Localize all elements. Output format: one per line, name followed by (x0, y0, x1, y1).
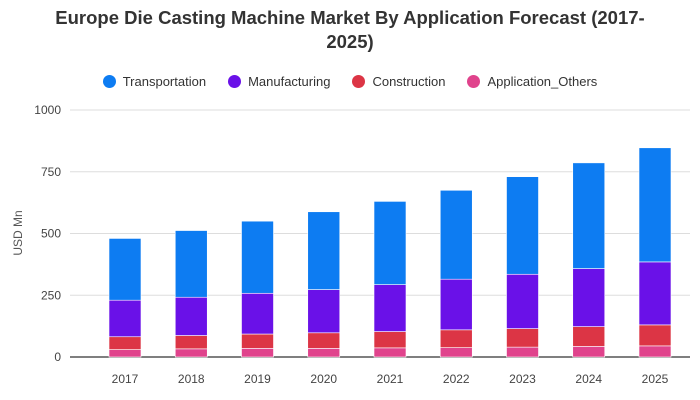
bar-2020-manufacturing[interactable] (307, 289, 341, 334)
legend-item-construction[interactable]: Construction (352, 74, 445, 89)
bar-2018-manufacturing[interactable] (174, 296, 208, 336)
bar-2025-application-others[interactable] (638, 345, 672, 358)
bar-2017-construction[interactable] (108, 336, 142, 350)
bar-2024-transportation[interactable] (572, 162, 606, 269)
bar-2017-manufacturing[interactable] (108, 299, 142, 338)
bar-2018-construction[interactable] (174, 335, 208, 350)
bar-2024-manufacturing[interactable] (572, 268, 606, 327)
bar-2017-application-others[interactable] (108, 349, 142, 358)
legend-swatch (467, 75, 481, 88)
legend-label: Manufacturing (248, 74, 331, 89)
bar-2024-application-others[interactable] (572, 346, 606, 358)
x-tick-label: 2023 (509, 372, 536, 386)
bar-2018-application-others[interactable] (174, 348, 208, 358)
x-tick-label: 2025 (642, 372, 669, 386)
y-tick-labels: 0 250 500 750 1000 (34, 103, 61, 364)
legend-label: Transportation (122, 74, 207, 89)
bar-2017-transportation[interactable] (108, 238, 142, 301)
x-tick-labels: 2017 2018 2019 2020 2021 2022 2023 2024 2025 (112, 372, 669, 386)
bar-2020-transportation[interactable] (307, 211, 341, 290)
legend-item-transportation[interactable]: Transportation (102, 74, 207, 89)
bars (108, 147, 672, 358)
bar-2020-application-others[interactable] (307, 348, 341, 358)
bar-2021-application-others[interactable] (373, 347, 407, 358)
legend-swatch (352, 75, 366, 88)
y-tick-label: 750 (41, 165, 61, 179)
bar-2021-transportation[interactable] (373, 201, 407, 285)
y-tick-label: 1000 (34, 103, 61, 117)
legend-label: Application_Others (487, 74, 598, 89)
x-tick-label: 2019 (244, 372, 271, 386)
bar-2022-construction[interactable] (439, 329, 473, 348)
x-tick-label: 2024 (575, 372, 602, 386)
x-tick-label: 2018 (178, 372, 205, 386)
bar-2025-manufacturing[interactable] (638, 261, 672, 326)
bar-2022-application-others[interactable] (439, 347, 473, 358)
bar-2022-transportation[interactable] (439, 189, 473, 280)
bar-2020-construction[interactable] (307, 332, 341, 349)
chart-title: Europe Die Casting Machine Market By App… (20, 6, 680, 54)
chart-title-line2: 2025) (326, 31, 374, 52)
y-tick-label: 500 (41, 227, 61, 241)
y-axis-label: USD Mn (11, 210, 25, 255)
x-tick-label: 2017 (112, 372, 139, 386)
bar-2024-construction[interactable] (572, 326, 606, 347)
bar-2019-transportation[interactable] (241, 220, 274, 294)
bar-2019-construction[interactable] (241, 333, 274, 349)
bar-2023-application-others[interactable] (506, 346, 539, 358)
bar-2021-construction[interactable] (373, 331, 407, 349)
bar-2025-transportation[interactable] (638, 147, 672, 263)
legend-swatch (102, 75, 116, 88)
legend: Transportation Manufacturing Construction A… (0, 74, 700, 89)
chart-title-line1: Europe Die Casting Machine Market By App… (55, 7, 645, 28)
bar-2019-manufacturing[interactable] (241, 292, 274, 335)
bar-2022-manufacturing[interactable] (439, 278, 473, 331)
bar-2023-transportation[interactable] (506, 176, 539, 275)
legend-swatch (228, 75, 242, 88)
y-tick-label: 0 (54, 350, 61, 364)
x-tick-label: 2020 (310, 372, 337, 386)
bar-2023-construction[interactable] (506, 328, 539, 348)
bar-2025-construction[interactable] (638, 324, 672, 347)
bar-2023-manufacturing[interactable] (506, 273, 539, 329)
x-tick-label: 2022 (443, 372, 470, 386)
legend-item-application-others[interactable]: Application_Others (467, 74, 597, 89)
y-tick-label: 250 (41, 288, 61, 302)
bar-2018-transportation[interactable] (174, 230, 208, 298)
x-tick-label: 2021 (377, 372, 404, 386)
bar-2021-manufacturing[interactable] (373, 284, 407, 332)
bar-2019-application-others[interactable] (241, 348, 274, 358)
legend-item-manufacturing[interactable]: Manufacturing (228, 74, 330, 89)
legend-label: Construction (372, 74, 446, 89)
